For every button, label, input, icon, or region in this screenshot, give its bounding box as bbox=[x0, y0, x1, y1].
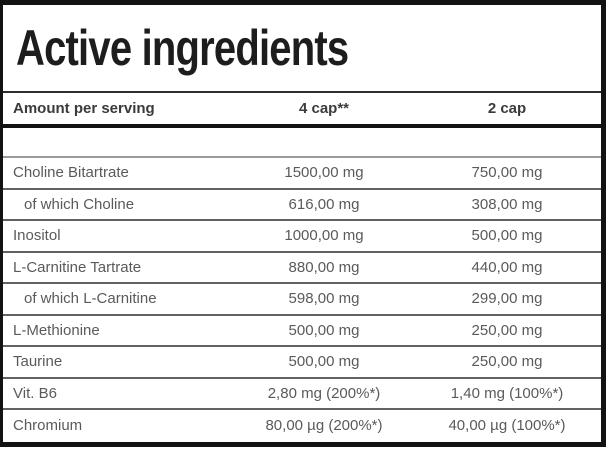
spacer-row bbox=[3, 128, 601, 158]
amount-4cap: 616,00 mg bbox=[288, 195, 360, 213]
ingredient-name: of which Choline bbox=[24, 195, 135, 213]
amount-2cap: 40,00 µg (100%*) bbox=[448, 417, 566, 435]
table-row: Vit. B6 2,80 mg (200%*) 1,40 mg (100%*) bbox=[3, 379, 601, 410]
amount-4cap: 500,00 mg bbox=[288, 321, 360, 339]
ingredient-name: of which L-Carnitine bbox=[24, 290, 157, 308]
amount-2cap: 299,00 mg bbox=[471, 290, 543, 308]
amount-4cap: 1000,00 mg bbox=[284, 227, 364, 245]
column-header-4cap: 4 cap** bbox=[298, 100, 350, 117]
ingredient-name: Taurine bbox=[13, 353, 63, 371]
table-row: L-Carnitine Tartrate 880,00 mg 440,00 mg bbox=[3, 253, 601, 284]
amount-2cap: 250,00 mg bbox=[471, 353, 543, 371]
amount-4cap: 500,00 mg bbox=[288, 353, 360, 371]
amount-4cap: 2,80 mg (200%*) bbox=[267, 384, 381, 402]
amount-4cap: 80,00 µg (200%*) bbox=[265, 417, 383, 435]
table-row: L-Methionine 500,00 mg 250,00 mg bbox=[3, 316, 601, 347]
amount-2cap: 500,00 mg bbox=[471, 227, 543, 245]
ingredient-name: Inositol bbox=[13, 227, 61, 245]
ingredient-name: Chromium bbox=[13, 417, 83, 435]
table-row: Inositol 1000,00 mg 500,00 mg bbox=[3, 221, 601, 253]
table-row: of which Choline 616,00 mg 308,00 mg bbox=[3, 190, 601, 221]
panel-title: Active ingredients bbox=[16, 20, 349, 76]
amount-2cap: 250,00 mg bbox=[471, 321, 543, 339]
amount-4cap: 1500,00 mg bbox=[284, 164, 364, 182]
table-row: Taurine 500,00 mg 250,00 mg bbox=[3, 347, 601, 379]
amount-2cap: 1,40 mg (100%*) bbox=[450, 384, 564, 402]
amount-2cap: 750,00 mg bbox=[471, 164, 543, 182]
amount-4cap: 598,00 mg bbox=[288, 290, 360, 308]
amount-2cap: 308,00 mg bbox=[471, 195, 543, 213]
amount-4cap: 880,00 mg bbox=[288, 258, 360, 276]
ingredient-name: Vit. B6 bbox=[13, 384, 57, 402]
column-header-2cap: 2 cap bbox=[487, 100, 527, 117]
title-block: Active ingredients bbox=[3, 5, 601, 93]
amount-2cap: 440,00 mg bbox=[471, 258, 543, 276]
table-row: Choline Bitartrate 1500,00 mg 750,00 mg bbox=[3, 158, 601, 190]
ingredient-name: Choline Bitartrate bbox=[13, 164, 129, 182]
ingredient-name: L-Methionine bbox=[13, 321, 100, 339]
table-row: of which L-Carnitine 598,00 mg 299,00 mg bbox=[3, 284, 601, 316]
table-header: Amount per serving 4 cap** 2 cap bbox=[3, 93, 601, 128]
column-header-amount-per-serving: Amount per serving bbox=[13, 100, 155, 117]
ingredient-name: L-Carnitine Tartrate bbox=[13, 258, 142, 276]
table-row: Chromium 80,00 µg (200%*) 40,00 µg (100%*) bbox=[3, 410, 601, 442]
table-body: Choline Bitartrate 1500,00 mg 750,00 mg of … bbox=[3, 158, 601, 442]
